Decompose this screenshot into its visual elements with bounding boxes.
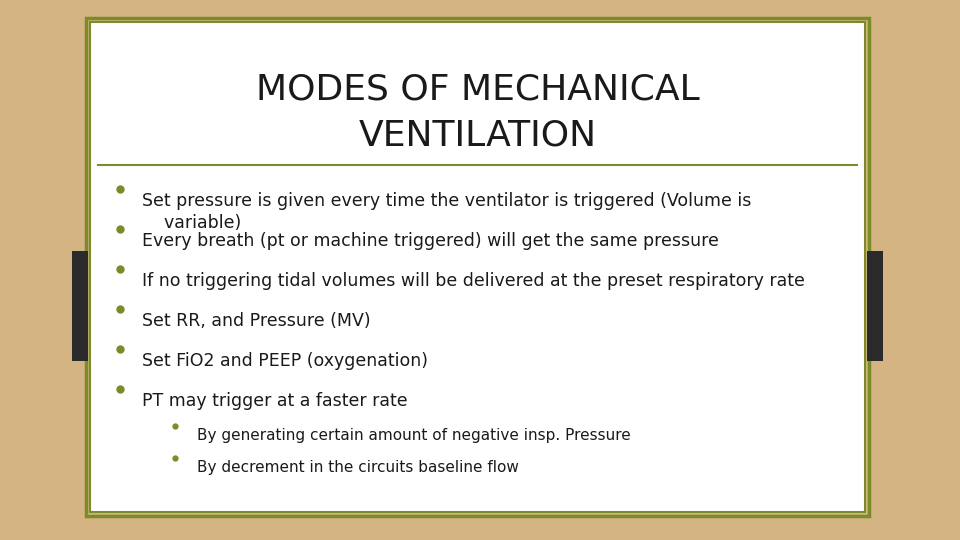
Text: MODES OF MECHANICAL: MODES OF MECHANICAL [255, 73, 700, 107]
Bar [90, 22, 865, 512]
Text: If no triggering tidal volumes will be delivered at the preset respiratory rate: If no triggering tidal volumes will be d… [142, 272, 804, 290]
Text: Every breath (pt or machine triggered) will get the same pressure: Every breath (pt or machine triggered) w… [142, 232, 719, 250]
Text: Set pressure is given every time the ventilator is triggered (Volume is
    vari: Set pressure is given every time the ven… [142, 192, 752, 232]
Text: By generating certain amount of negative insp. Pressure: By generating certain amount of negative… [197, 428, 631, 443]
Text: Set FiO2 and PEEP (oxygenation): Set FiO2 and PEEP (oxygenation) [142, 352, 428, 370]
Bar [867, 251, 883, 361]
Text: VENTILATION: VENTILATION [358, 118, 596, 152]
Text: Set RR, and Pressure (MV): Set RR, and Pressure (MV) [142, 312, 371, 330]
Text: PT may trigger at a faster rate: PT may trigger at a faster rate [142, 392, 408, 410]
Bar [72, 251, 88, 361]
Text: By decrement in the circuits baseline flow: By decrement in the circuits baseline fl… [197, 460, 518, 475]
Bar [86, 18, 869, 516]
